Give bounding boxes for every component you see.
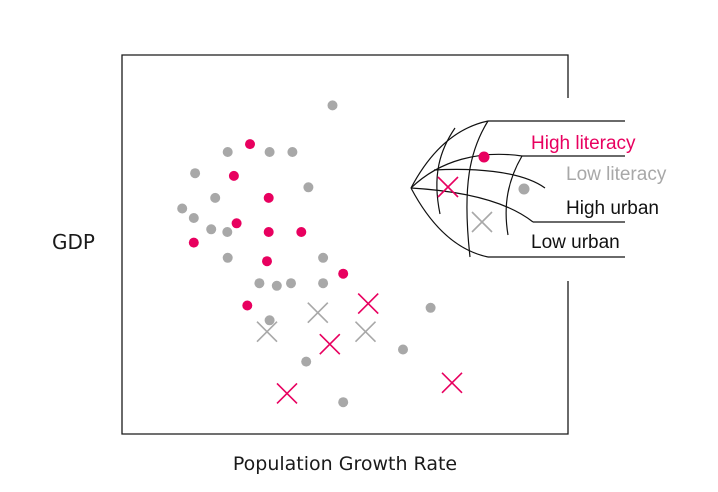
data-point-dot-s1-14 <box>271 280 282 291</box>
data-point-dot-s0-8 <box>338 268 349 279</box>
data-point-dot-s0-7 <box>262 256 272 267</box>
data-point-dot-s1-20 <box>301 356 312 367</box>
legend-marker-low-literacy-cross <box>471 211 493 233</box>
data-point-cross-s2-1 <box>319 333 341 355</box>
legend-curve-low-literacy-to-high-urban <box>410 187 534 223</box>
legend-label-high-urban: High urban <box>566 198 659 219</box>
data-point-dot-s1-12 <box>318 252 329 263</box>
data-point-cross-s3-2 <box>354 321 377 343</box>
data-point-cross-s3-0 <box>307 302 329 324</box>
data-point-dot-s0-9 <box>242 300 253 311</box>
legend-divider-right <box>505 155 523 236</box>
legend-lens-bottom-edge <box>410 187 489 258</box>
data-point-dot-s1-6 <box>210 192 221 203</box>
data-points <box>177 100 463 408</box>
data-point-dot-s1-19 <box>398 344 408 355</box>
data-point-dot-s1-5 <box>303 182 314 193</box>
data-point-dot-s1-10 <box>206 224 217 235</box>
data-point-cross-s2-3 <box>441 372 463 394</box>
legend-label-high-literacy: High literacy <box>531 133 636 154</box>
legend-divider-mid <box>466 120 489 258</box>
data-point-cross-s2-2 <box>276 382 298 404</box>
data-point-dot-s1-7 <box>177 203 188 214</box>
legend-curve-high-literacy <box>410 153 523 189</box>
data-point-dot-s0-3 <box>231 218 242 229</box>
data-point-cross-s2-0 <box>357 293 379 315</box>
plot-frame <box>121 54 569 435</box>
data-point-dot-s0-6 <box>188 237 199 248</box>
data-point-dot-s1-11 <box>222 252 233 263</box>
legend: High literacy Low literacy High urban Lo… <box>410 120 667 258</box>
data-point-cross-s3-1 <box>256 321 278 343</box>
data-point-dot-s1-4 <box>190 168 201 179</box>
data-point-dot-s1-2 <box>264 147 275 157</box>
x-axis-label: Population Growth Rate <box>232 453 458 475</box>
data-point-dot-s0-0 <box>245 139 255 150</box>
data-point-dot-s1-15 <box>286 278 296 289</box>
data-point-dot-s0-2 <box>263 192 274 203</box>
legend-label-low-urban: Low urban <box>531 232 620 253</box>
data-point-dot-s1-17 <box>264 315 275 326</box>
legend-label-low-literacy: Low literacy <box>566 164 667 185</box>
data-point-dot-s1-3 <box>287 147 298 157</box>
data-point-dot-s1-0 <box>327 100 338 111</box>
legend-curve-center <box>433 168 546 189</box>
data-point-dot-s0-1 <box>228 170 239 181</box>
legend-marker-high-literacy-cross <box>437 176 459 198</box>
data-point-dot-s1-1 <box>222 147 233 157</box>
data-point-dot-s1-18 <box>425 302 436 313</box>
data-point-dot-s1-9 <box>222 227 233 237</box>
data-point-dot-s1-13 <box>254 278 265 289</box>
y-axis-label: GDP <box>52 230 95 254</box>
data-point-dot-s1-21 <box>338 397 349 408</box>
legend-lens-top-edge <box>410 120 489 189</box>
data-point-dot-s0-4 <box>263 227 274 237</box>
data-point-dot-s0-5 <box>296 227 307 237</box>
legend-divider-left <box>436 127 456 215</box>
data-point-dot-s1-16 <box>318 278 329 289</box>
legend-marker-high-literacy-dot <box>478 151 490 163</box>
legend-marker-low-literacy-dot <box>518 183 530 195</box>
data-point-dot-s1-8 <box>188 213 199 223</box>
